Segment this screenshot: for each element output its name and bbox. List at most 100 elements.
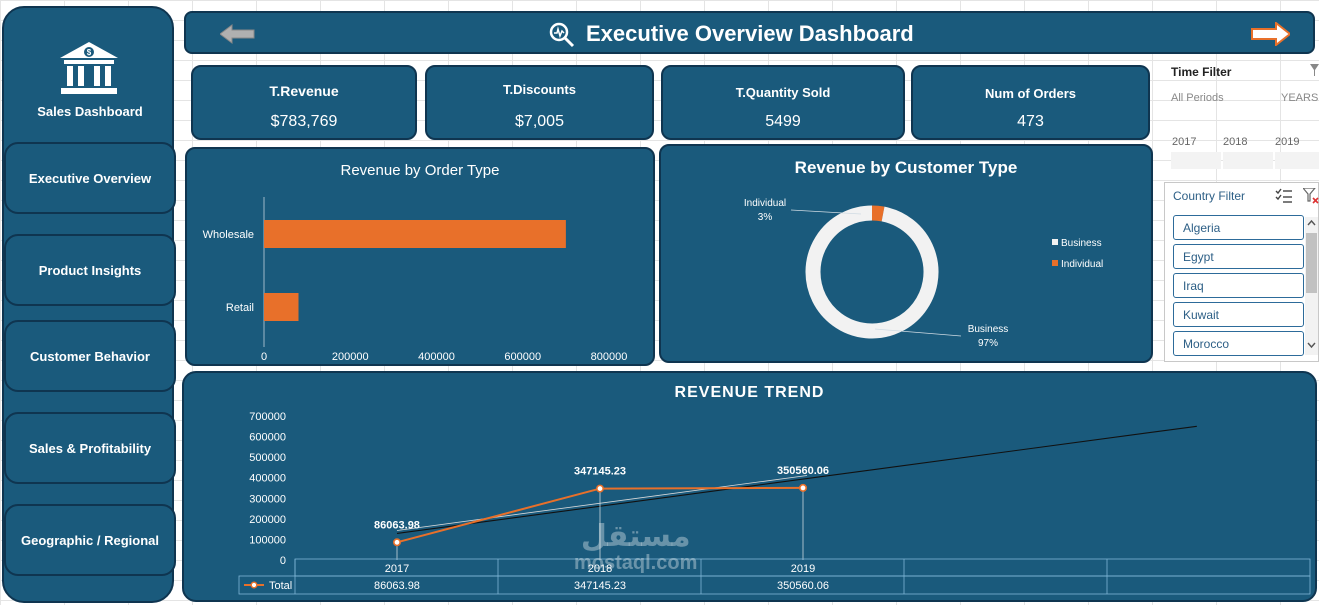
data-table-category: 2017 — [385, 563, 409, 575]
data-label: 86063.98 — [374, 519, 420, 531]
kpi-card-orders: Num of Orders 473 — [911, 65, 1150, 140]
timeline-bar-2018[interactable] — [1223, 152, 1273, 169]
chart-title: Revenue by Order Type — [340, 162, 500, 179]
clear-filter-icon[interactable] — [1303, 188, 1319, 204]
kpi-card-revenue: T.Revenue $783,769 — [191, 65, 417, 140]
legend-marker — [250, 581, 258, 589]
watermark: مستقل mostaql.com — [574, 520, 698, 575]
kpi-value: $7,005 — [515, 113, 564, 130]
scroll-up-icon[interactable] — [1307, 219, 1316, 227]
filter-icon[interactable] — [1310, 64, 1319, 76]
sidebar-item-geographic-regional[interactable]: Geographic / Regional — [4, 504, 176, 576]
kpi-value: $783,769 — [270, 113, 338, 130]
y-tick-label: 600000 — [249, 432, 286, 444]
legend-swatch — [1052, 260, 1058, 266]
sidebar-item-sales-profitability[interactable]: Sales & Profitability — [4, 412, 176, 484]
data-label-pct: 97% — [978, 338, 998, 349]
bar — [264, 220, 566, 248]
year-label-2019: 2019 — [1275, 136, 1300, 148]
arrow-right-icon[interactable] — [1250, 22, 1290, 46]
sidebar-title: Sales Dashboard — [37, 104, 143, 119]
donut-slice — [805, 205, 939, 339]
kpi-title: T.Discounts — [503, 82, 576, 97]
x-tick-label: 800000 — [591, 351, 628, 363]
header-bar: Executive Overview Dashboard — [184, 11, 1315, 54]
country-scrollbar-thumb[interactable] — [1306, 233, 1317, 293]
kpi-value: 473 — [1017, 113, 1044, 130]
legend-swatch — [1052, 239, 1058, 245]
bank-icon: $ — [60, 42, 118, 94]
donut-slice — [871, 205, 885, 222]
y-tick-label: 100000 — [249, 534, 286, 546]
data-point — [595, 484, 604, 493]
bar-category-label: Wholesale — [203, 229, 254, 241]
chart-revenue-by-order-type: Revenue by Order Type Wholesale Retail 0 20… — [185, 147, 655, 366]
multi-select-icon[interactable] — [1275, 188, 1293, 204]
svg-text:$: $ — [87, 48, 92, 57]
kpi-title: T.Quantity Sold — [735, 85, 831, 100]
sidebar: $ Sales Dashboard Executive Overview Pro… — [2, 6, 176, 603]
sidebar-item-executive-overview[interactable]: Executive Overview — [4, 142, 176, 214]
page-title: Executive Overview Dashboard — [586, 21, 914, 46]
country-filter-slicer: Country Filter Algeria Egypt Iraq Kuwait… — [1164, 182, 1319, 362]
kpi-card-quantity: T.Quantity Sold 5499 — [661, 65, 905, 140]
data-label: 347145.23 — [574, 466, 626, 478]
country-item[interactable]: Morocco — [1173, 331, 1304, 356]
x-tick-label: 200000 — [332, 351, 369, 363]
trendline-shadow — [396, 475, 808, 531]
data-point — [798, 483, 807, 492]
sidebar-item-product-insights[interactable]: Product Insights — [4, 234, 176, 306]
data-label-name: Business — [968, 324, 1009, 335]
chart-title: REVENUE TREND — [674, 384, 825, 401]
timeline-bar-2017[interactable] — [1171, 152, 1221, 169]
y-tick-label: 500000 — [249, 452, 286, 464]
y-tick-label: 0 — [280, 555, 286, 567]
leader-line — [874, 328, 962, 337]
country-item[interactable]: Iraq — [1173, 273, 1304, 298]
x-tick-label: 400000 — [418, 351, 455, 363]
kpi-card-discounts: T.Discounts $7,005 — [425, 65, 654, 140]
scroll-down-icon[interactable] — [1307, 341, 1316, 349]
data-table-value: 347145.23 — [574, 580, 626, 592]
timeline-bar-2019[interactable] — [1275, 152, 1319, 169]
country-item[interactable]: Kuwait — [1173, 302, 1304, 327]
kpi-title: Num of Orders — [984, 86, 1076, 101]
y-tick-label: 400000 — [249, 473, 286, 485]
bar — [264, 293, 299, 321]
y-tick-label: 700000 — [249, 411, 286, 423]
data-table-value: 350560.06 — [777, 580, 829, 592]
watermark-latin: mostaql.com — [574, 552, 698, 574]
legend-label: Individual — [1061, 259, 1103, 270]
year-label-2018: 2018 — [1223, 136, 1248, 148]
x-tick-label: 0 — [261, 351, 267, 363]
data-table-category: 2019 — [791, 563, 815, 575]
data-label: 350560.06 — [777, 465, 829, 477]
data-table-category: 2018 — [588, 563, 612, 575]
all-periods-label[interactable]: All Periods — [1171, 92, 1224, 104]
kpi-title: T.Revenue — [269, 83, 339, 99]
country-item[interactable]: Algeria — [1173, 215, 1304, 240]
y-tick-label: 200000 — [249, 514, 286, 526]
data-table-row — [238, 575, 1311, 595]
trendline — [396, 425, 1197, 535]
chart-revenue-by-customer-type: Revenue by Customer Type Individual 3% Bus… — [659, 144, 1153, 363]
data-label-name: Individual — [744, 198, 786, 209]
kpi-value: 5499 — [765, 113, 801, 130]
x-tick-label: 600000 — [504, 351, 541, 363]
y-tick-label: 300000 — [249, 493, 286, 505]
data-point — [393, 538, 402, 547]
time-unit-selector[interactable]: YEARS — [1281, 92, 1319, 104]
chart-title: Revenue by Customer Type — [794, 158, 1018, 177]
watermark-arabic: مستقل — [580, 520, 691, 553]
search-analytics-icon — [549, 22, 575, 48]
legend-label: Business — [1061, 238, 1102, 249]
sidebar-item-customer-behavior[interactable]: Customer Behavior — [4, 320, 176, 392]
arrow-left-icon[interactable] — [220, 23, 256, 45]
country-filter-title: Country Filter — [1173, 189, 1246, 203]
country-item[interactable]: Egypt — [1173, 244, 1304, 269]
legend-label: Total — [269, 580, 292, 592]
data-label-pct: 3% — [758, 212, 773, 223]
chart-revenue-trend: REVENUE TREND 700000 600000 500000 400000 30… — [182, 371, 1317, 602]
donut-chart-svg: Individual 3% Business 97% Business Individua… — [744, 198, 1103, 349]
time-filter-title: Time Filter — [1171, 65, 1232, 79]
